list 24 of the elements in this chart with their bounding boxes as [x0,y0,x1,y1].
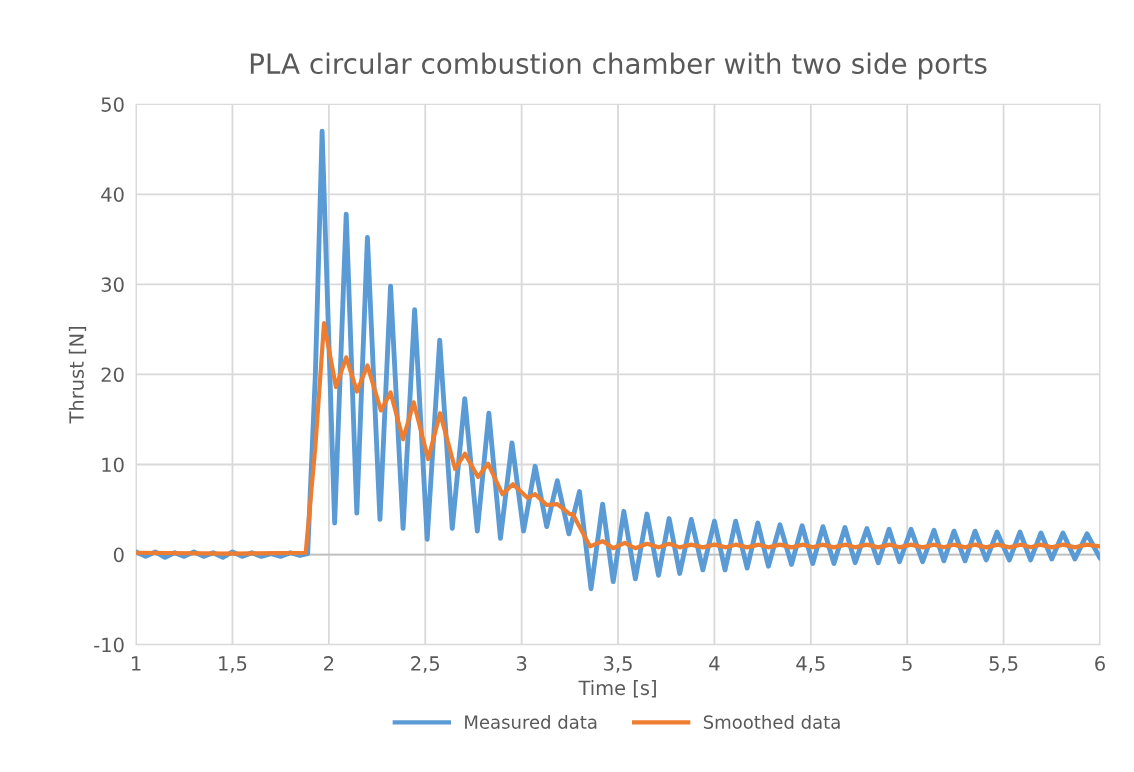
line-series [136,320,1100,556]
y-tick-label: 0 [113,547,124,563]
y-axis-title: Thrust [N] [68,327,87,424]
x-tick-label: 3 [516,656,527,671]
y-tick-label: 10 [102,457,124,473]
x-tick-label: 4 [709,656,720,671]
legend-label: Measured data [465,714,597,729]
x-tick-label: 5 [902,656,912,671]
y-tick-label: -10 [94,637,124,653]
legend-label: Smoothed data [703,714,840,729]
y-tick-label: 50 [101,97,124,112]
x-axis-title: Time [s] [578,680,656,698]
x-tick-label: 2,5 [411,656,440,673]
x-tick-label: 5,5 [989,656,1018,673]
x-tick-label: 1,5 [219,656,247,673]
x-tick-label: 3,5 [604,656,632,673]
x-tick-label: 4,5 [796,656,825,673]
y-tick-label: 40 [101,187,124,202]
x-tick-label: 6 [1095,656,1105,671]
x-tick-label: 2 [324,656,334,671]
x-tick-label: 1 [132,656,141,671]
chart-title: PLA circular combustion chamber with two side ports [250,52,987,80]
y-tick-label: 30 [101,277,124,293]
y-tick-label: 20 [101,367,124,383]
